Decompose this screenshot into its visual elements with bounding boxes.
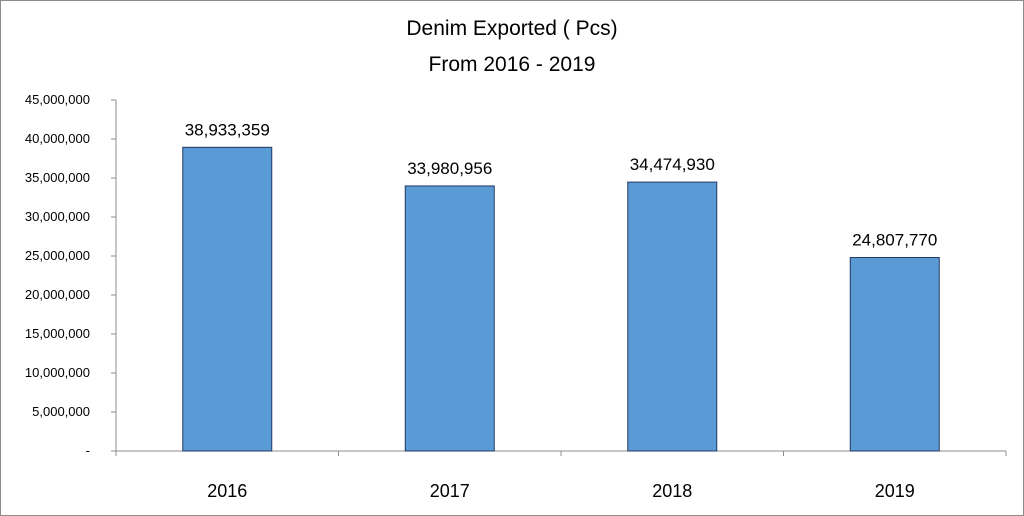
- y-tick-label: 20,000,000: [25, 287, 90, 302]
- y-tick-label: 35,000,000: [25, 170, 90, 185]
- y-tick-label: 5,000,000: [32, 404, 90, 419]
- bar-2016: [182, 146, 273, 452]
- data-labels: 38,933,359 33,980,956 34,474,930 24,807,770: [185, 120, 938, 249]
- x-tick-label-2018: 2018: [652, 481, 692, 501]
- data-label-2016: 38,933,359: [185, 120, 270, 139]
- x-axis: 2016 2017 2018 2019: [115, 450, 1007, 501]
- data-label-2019: 24,807,770: [852, 230, 937, 249]
- y-tick-label: 30,000,000: [25, 209, 90, 224]
- x-tick-label-2017: 2017: [430, 481, 470, 501]
- y-tick-label: 45,000,000: [25, 92, 90, 107]
- data-label-2017: 33,980,956: [407, 159, 492, 178]
- bar-2018: [627, 181, 718, 452]
- bar-2017: [404, 185, 495, 452]
- y-tick-label: 10,000,000: [25, 365, 90, 380]
- data-label-2018: 34,474,930: [630, 155, 715, 174]
- bar-2019: [849, 256, 940, 452]
- y-tick-label: 15,000,000: [25, 326, 90, 341]
- y-tick-label: 40,000,000: [25, 131, 90, 146]
- bars: [182, 146, 940, 452]
- x-tick-label-2016: 2016: [207, 481, 247, 501]
- chart-title: Denim Exported ( Pcs): [406, 17, 617, 40]
- y-tick-label: 25,000,000: [25, 248, 90, 263]
- x-tick-label-2019: 2019: [875, 481, 915, 501]
- chart-subtitle: From 2016 - 2019: [429, 53, 596, 76]
- y-tick-label: -: [86, 443, 90, 458]
- y-axis: - 5,000,000 10,000,000 15,000,000 20,000,000…: [25, 92, 117, 458]
